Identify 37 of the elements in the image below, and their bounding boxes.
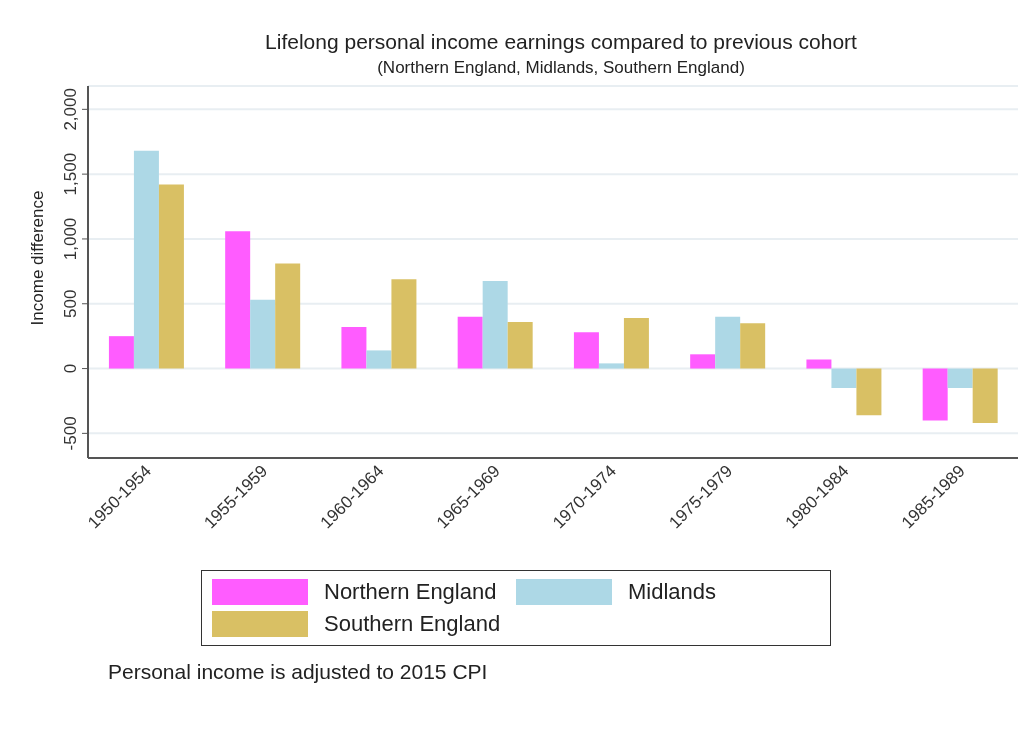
bar — [275, 263, 301, 369]
y-tick-label: 1,000 — [61, 217, 80, 261]
bar — [158, 184, 184, 369]
bar — [133, 150, 159, 369]
bar — [573, 332, 599, 369]
bar — [947, 368, 973, 389]
bar — [715, 316, 741, 369]
y-tick-label: -500 — [61, 416, 80, 451]
bar — [856, 368, 882, 416]
bar — [250, 299, 276, 369]
bar — [507, 321, 533, 369]
bar — [457, 316, 483, 369]
chart-title: Lifelong personal income earnings compared to previous cohort — [264, 30, 858, 54]
y-tick-label: 0 — [61, 363, 80, 374]
bar — [598, 363, 624, 369]
text: Personal income is adjusted to 2015 CPI — [108, 660, 489, 684]
bar — [806, 359, 832, 369]
legend-label: Midlands — [628, 579, 717, 605]
y-tick-label: 1,500 — [61, 152, 80, 196]
y-tick-label: 500 — [61, 289, 80, 318]
bar — [341, 327, 367, 369]
bar — [922, 368, 948, 421]
bar — [366, 350, 392, 369]
bar — [690, 354, 716, 369]
bar — [482, 281, 508, 369]
legend-label: Southern England — [324, 611, 501, 637]
bar — [740, 323, 766, 369]
legend-label: Northern England — [324, 579, 497, 605]
bar — [108, 336, 134, 369]
bar — [623, 318, 649, 369]
bar — [391, 279, 417, 369]
bar — [831, 368, 857, 389]
chart-subtitle: (Northern England, Midlands, Southern England) — [376, 58, 746, 78]
y-tick-label: 2,000 — [61, 88, 80, 131]
bar — [225, 231, 251, 369]
y-axis-title: Income difference — [28, 190, 48, 326]
bar — [972, 368, 998, 423]
